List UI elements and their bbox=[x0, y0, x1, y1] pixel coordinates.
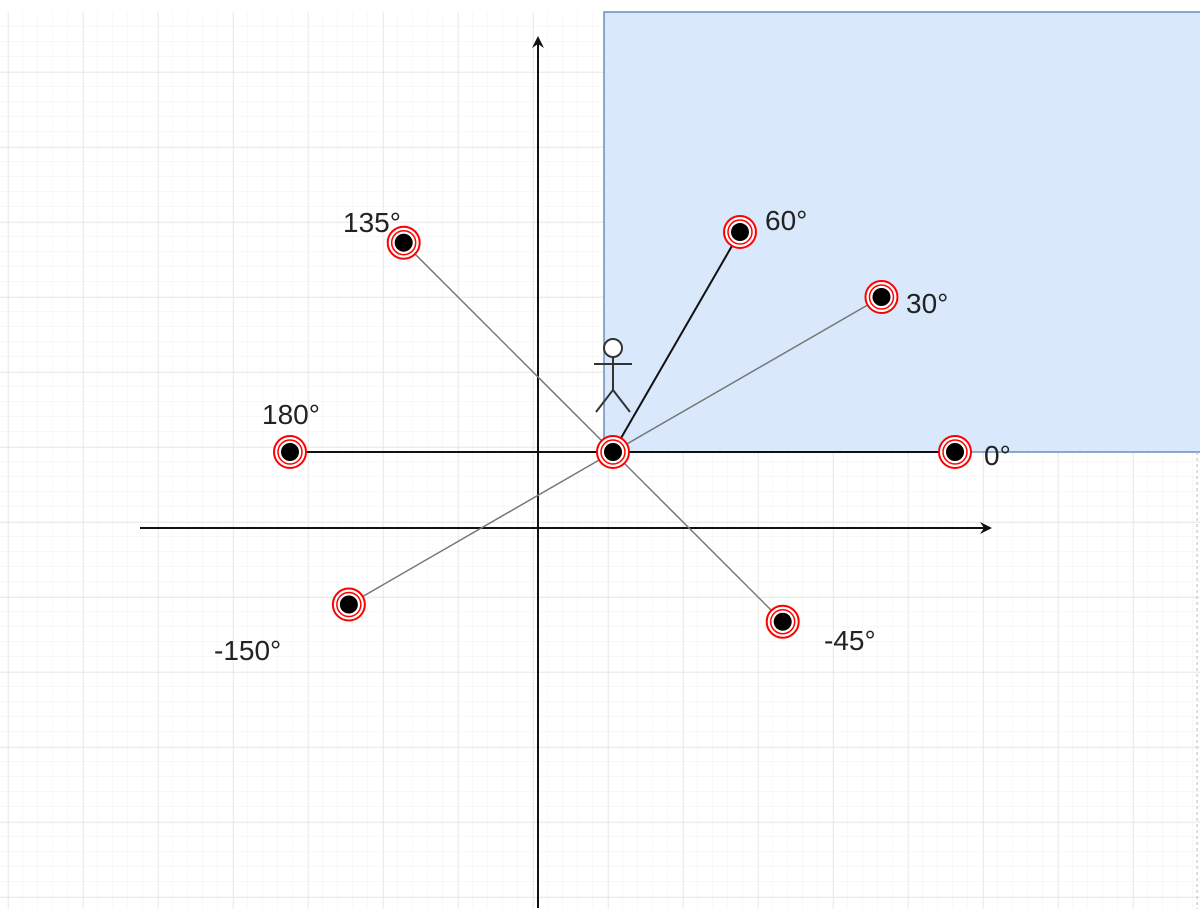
ray-30 bbox=[612, 296, 882, 453]
marker-origin bbox=[596, 435, 630, 469]
label-0: 0° bbox=[984, 440, 1011, 471]
ray-minus-150 bbox=[348, 451, 614, 606]
marker-30 bbox=[864, 280, 899, 314]
ray-lines bbox=[290, 231, 955, 623]
angle-markers bbox=[273, 215, 972, 639]
label-180: 180° bbox=[262, 399, 320, 430]
marker-minus-150 bbox=[331, 587, 366, 622]
first-quadrant-region bbox=[603, 11, 1200, 453]
ray-minus-45 bbox=[612, 451, 784, 623]
marker-60 bbox=[723, 215, 757, 250]
label-30: 30° bbox=[906, 288, 948, 319]
stick-figure-icon bbox=[594, 338, 632, 413]
angle-labels: 0° 30° 60° 135° 180° -150° -45° bbox=[214, 205, 1011, 666]
ray-135 bbox=[403, 242, 614, 453]
label-minus-150: -150° bbox=[214, 635, 281, 666]
marker-0 bbox=[938, 435, 972, 469]
ray-60 bbox=[612, 231, 741, 453]
marker-180 bbox=[273, 435, 307, 469]
label-minus-45: -45° bbox=[824, 625, 876, 656]
marker-135 bbox=[386, 225, 421, 260]
label-135: 135° bbox=[343, 207, 401, 238]
marker-minus-45 bbox=[765, 604, 800, 639]
label-60: 60° bbox=[765, 205, 807, 236]
